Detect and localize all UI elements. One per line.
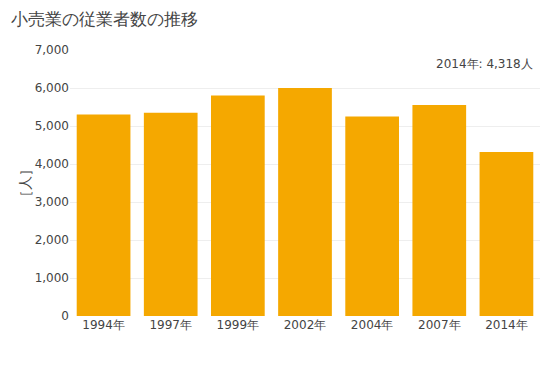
svg-text:0: 0 — [61, 309, 69, 323]
svg-text:1999年: 1999年 — [217, 318, 260, 332]
svg-text:2004年: 2004年 — [351, 318, 394, 332]
svg-text:1994年: 1994年 — [82, 318, 125, 332]
svg-text:7,000: 7,000 — [35, 43, 69, 57]
svg-text:5,000: 5,000 — [35, 119, 69, 133]
svg-text:4,000: 4,000 — [35, 157, 69, 171]
svg-text:2014年: 4,318人: 2014年: 4,318人 — [436, 57, 533, 71]
svg-text:1997年: 1997年 — [149, 318, 192, 332]
svg-text:1,000: 1,000 — [35, 271, 69, 285]
svg-text:2,000: 2,000 — [35, 233, 69, 247]
svg-text:2002年: 2002年 — [284, 318, 327, 332]
svg-text:2014年: 2014年 — [485, 318, 528, 332]
svg-text:小売業の従業者数の推移: 小売業の従業者数の推移 — [11, 9, 198, 29]
svg-text:6,000: 6,000 — [35, 81, 69, 95]
svg-text:［人］: ［人］ — [17, 162, 33, 204]
svg-text:2007年: 2007年 — [418, 318, 461, 332]
svg-text:3,000: 3,000 — [35, 195, 69, 209]
